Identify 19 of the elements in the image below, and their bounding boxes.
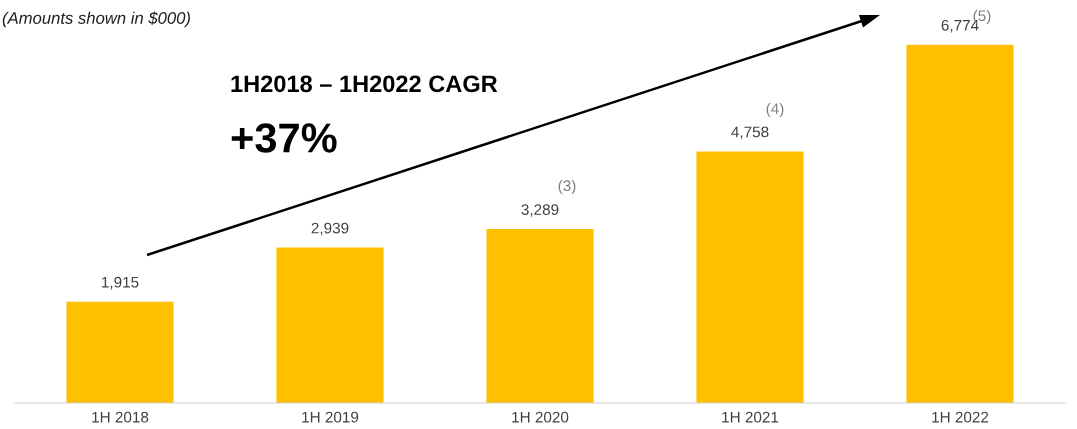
x-tick-label: 1H 2020: [512, 411, 569, 423]
annotation: (4): [766, 102, 784, 118]
data-label: 2,939: [311, 222, 349, 236]
annotation: +37%: [231, 123, 337, 153]
x-tick-label: 1H 2021: [722, 411, 779, 423]
data-label: 1,915: [102, 276, 139, 290]
data-label: 4,758: [731, 126, 769, 140]
bar: [696, 151, 804, 403]
bar: [486, 229, 594, 403]
annotation: (3): [558, 179, 576, 195]
bar: [66, 301, 174, 403]
data-label: 3,289: [521, 204, 559, 217]
bar: [906, 44, 1014, 403]
x-tick-label: 1H 2018: [92, 411, 149, 423]
bar: [276, 247, 384, 403]
text: (Amounts shown in $000): [2, 11, 190, 28]
x-tick-label: 1H 2019: [302, 411, 359, 423]
annotation: 1H2018 – 1H2022 CAGR: [231, 75, 498, 93]
x-tick-label: 1H 2022: [932, 411, 989, 423]
